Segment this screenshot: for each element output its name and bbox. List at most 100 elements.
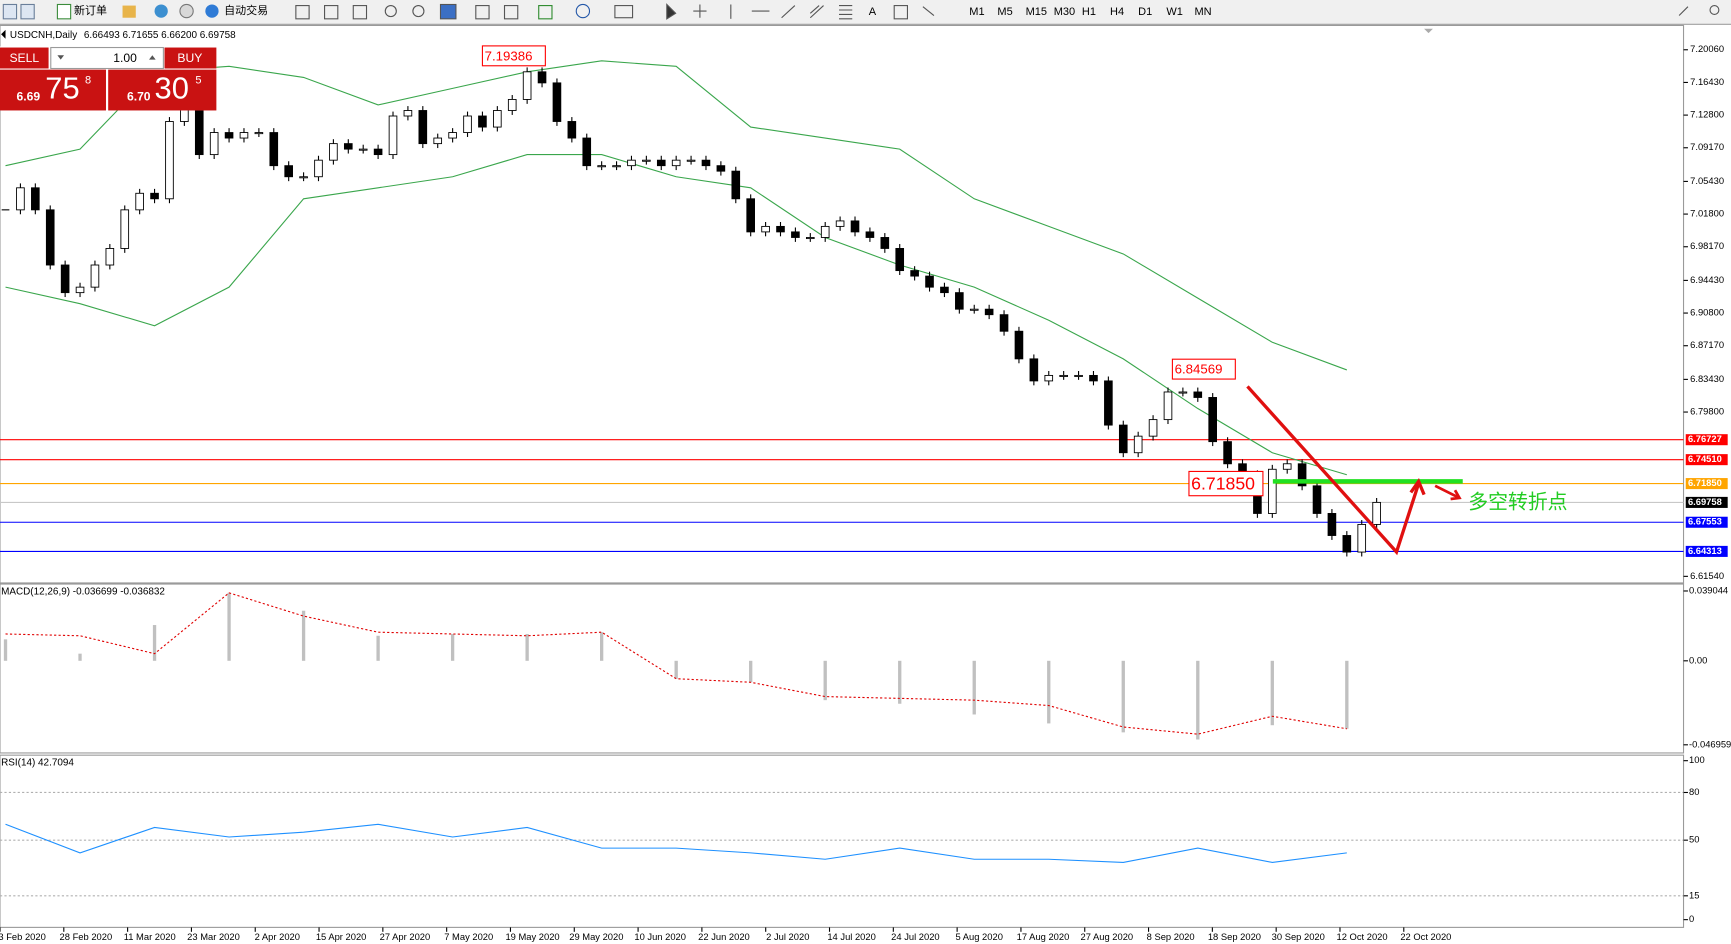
y-tick-label: 15: [1689, 890, 1699, 900]
main-chart: 7.20060 7.16430 7.12800 7.09170 7.05430 7.018…: [0, 44, 1728, 581]
x-tick-label: 17 Aug 2020: [1017, 932, 1070, 942]
tile-windows[interactable]: [439, 3, 457, 20]
text-tool[interactable]: A: [869, 6, 877, 18]
candle: [850, 220, 860, 233]
indicators[interactable]: [538, 5, 553, 20]
x-tick-label: 24 Jul 2020: [891, 932, 939, 942]
tool-icon[interactable]: [503, 5, 519, 20]
cursor-tool[interactable]: [666, 3, 677, 20]
candle: [463, 115, 472, 133]
timeframe-button[interactable]: H1: [1082, 6, 1096, 18]
x-tick-label: 2 Apr 2020: [255, 932, 300, 942]
macd-bar: [450, 633, 455, 661]
timeframe-button[interactable]: M1: [969, 6, 984, 18]
macd-bar: [227, 592, 231, 661]
x-tick-label: 28 Feb 2020: [60, 932, 113, 942]
buy-price-main[interactable]: 30: [155, 71, 189, 106]
candle: [835, 220, 845, 227]
arrow-head: [1409, 477, 1426, 496]
macd-title: MACD(12,26,9) -0.036699 -0.036832: [1, 586, 165, 597]
candle: [627, 159, 636, 167]
tool-icon[interactable]: [154, 4, 168, 18]
new-order-button[interactable]: 新订单: [74, 3, 107, 17]
auto-trading-button[interactable]: 自动交易: [224, 3, 268, 17]
macd-bar: [898, 660, 902, 704]
timeframe-button[interactable]: MN: [1194, 6, 1211, 18]
search-icon[interactable]: [1678, 6, 1689, 16]
candle: [910, 270, 919, 277]
crosshair-tool[interactable]: [693, 4, 707, 18]
y-tick-label: 6.90800: [1690, 308, 1724, 318]
candle: [1178, 391, 1188, 394]
zoom-out[interactable]: [412, 5, 425, 18]
timeframe-button[interactable]: M5: [997, 6, 1012, 18]
timeframe-button[interactable]: M30: [1054, 6, 1075, 18]
chart-tools: [295, 3, 935, 20]
candle: [1044, 374, 1054, 382]
lots-input[interactable]: [50, 46, 164, 70]
x-tick-label: 29 May 2020: [569, 932, 623, 942]
zoom-in[interactable]: [384, 5, 397, 18]
y-tick-label: 6.87170: [1690, 340, 1724, 350]
tool-icon[interactable]: [475, 5, 490, 20]
label-tool[interactable]: [893, 5, 909, 20]
arrows-tool[interactable]: [922, 6, 935, 16]
candle: [1342, 535, 1352, 553]
tool-icon[interactable]: [324, 5, 339, 20]
timeframe-button[interactable]: M15: [1026, 6, 1047, 18]
trendline-tool[interactable]: [781, 5, 796, 19]
tool-icon[interactable]: [20, 3, 35, 20]
y-tick-label: 6.61540: [1690, 571, 1724, 581]
rsi-title: RSI(14) 42.7094: [1, 758, 74, 769]
sell-price-big[interactable]: 6.69: [17, 89, 41, 103]
candle: [522, 71, 532, 100]
timeframe-button[interactable]: D1: [1138, 6, 1152, 18]
tool-icon[interactable]: [295, 5, 310, 20]
sell-button[interactable]: [0, 47, 49, 69]
y-tick-label: 100: [1689, 755, 1705, 765]
tool-icon[interactable]: [2, 3, 18, 20]
lots-up[interactable]: [149, 55, 156, 60]
lots-value[interactable]: 1.00: [113, 51, 137, 65]
buy-price-big[interactable]: 6.70: [127, 89, 151, 103]
auto-trading-icon[interactable]: [205, 4, 219, 18]
buy-price-small[interactable]: 5: [195, 75, 201, 87]
tool-icon[interactable]: [122, 5, 136, 18]
candle: [761, 225, 770, 233]
templates[interactable]: [614, 5, 634, 19]
timeframe-button[interactable]: W1: [1166, 6, 1183, 18]
timeframe-button[interactable]: H4: [1110, 6, 1124, 18]
candle: [150, 192, 159, 200]
y-tick-label: -0.046959: [1689, 739, 1731, 749]
toolbar: [0, 0, 1731, 25]
candle: [895, 248, 905, 272]
periods[interactable]: [575, 3, 591, 19]
user-icon[interactable]: [1709, 5, 1720, 15]
candle: [284, 165, 293, 178]
buy-label[interactable]: BUY: [177, 51, 202, 65]
macd-signal: [5, 592, 1347, 735]
annotation-note: 多空转折点: [1468, 492, 1567, 514]
new-order-icon[interactable]: [56, 3, 72, 20]
tool-icon[interactable]: [352, 5, 368, 20]
tool-icon[interactable]: [179, 3, 194, 19]
fibo-tool[interactable]: [839, 5, 853, 20]
y-tick-label: 80: [1689, 787, 1699, 797]
sell-price-main[interactable]: 75: [45, 71, 79, 106]
buy-price-box[interactable]: [108, 69, 217, 111]
candle: [791, 231, 800, 238]
buy-button[interactable]: [164, 47, 217, 69]
sell-price-small[interactable]: 8: [85, 75, 91, 87]
chart-ohlc: 6.66493 6.71655 6.66200 6.69758: [84, 30, 236, 41]
candle: [1223, 441, 1232, 465]
x-tick-label: 5 Aug 2020: [955, 932, 1002, 942]
sell-price-box[interactable]: [0, 69, 106, 111]
macd-bar: [674, 660, 678, 679]
channel-tool[interactable]: [809, 5, 824, 19]
candle: [746, 198, 755, 233]
lots-down[interactable]: [57, 55, 65, 60]
candle: [671, 159, 681, 167]
sell-label[interactable]: SELL: [9, 51, 39, 65]
candle: [1372, 501, 1381, 525]
macd-chart: 0.039044 0.00 -0.046959: [3, 585, 1731, 749]
